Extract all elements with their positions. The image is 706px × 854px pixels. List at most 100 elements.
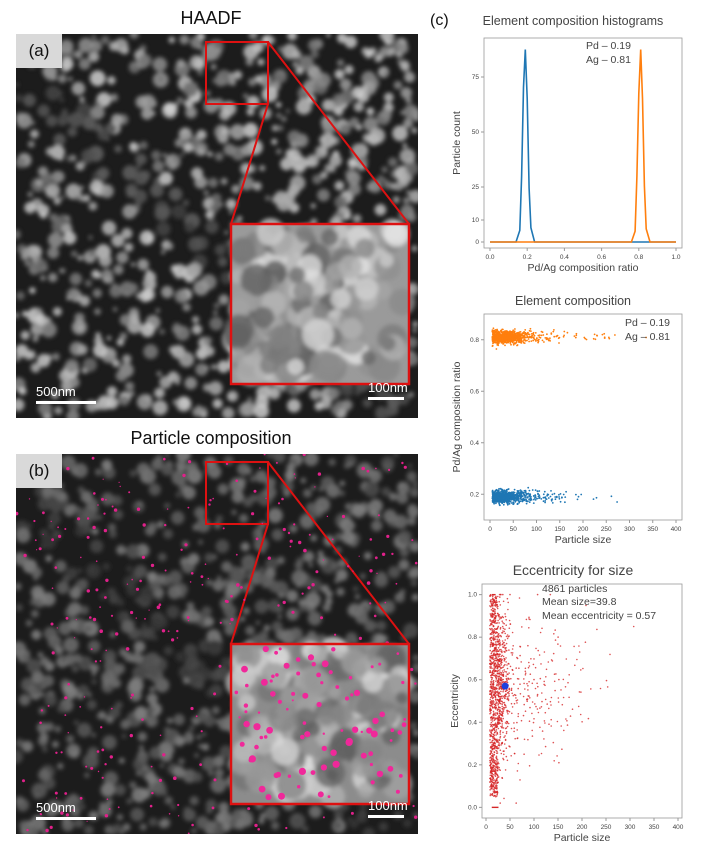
- texture-blob: [79, 185, 85, 190]
- annotation-ag: Ag – 0.81: [625, 331, 670, 343]
- texture-blob: [303, 454, 319, 467]
- texture-blob: [409, 189, 418, 203]
- composition-point-0: [522, 332, 525, 334]
- particle-dot: [414, 561, 418, 565]
- texture-blob: [51, 488, 62, 499]
- texture-blob: [183, 806, 192, 815]
- particle-dot: [230, 594, 233, 598]
- inset-particle-dot: [291, 691, 296, 696]
- composition-point-1: [503, 501, 506, 504]
- texture-blob: [157, 520, 165, 529]
- texture-blob: [381, 600, 395, 614]
- texture-blob: [66, 743, 81, 758]
- texture-blob: [98, 515, 102, 520]
- texture-blob: [45, 147, 55, 156]
- texture-blob: [349, 117, 360, 128]
- texture-blob: [158, 76, 164, 82]
- particle-dot: [49, 825, 53, 829]
- texture-blob: [16, 641, 27, 657]
- composition-point-1: [521, 495, 524, 498]
- texture-blob: [206, 579, 213, 586]
- eccentricity-point: [526, 682, 528, 685]
- particle-dot: [64, 792, 68, 795]
- inset-particle-dot: [317, 791, 324, 798]
- inset-blob: [295, 225, 314, 244]
- texture-blob: [368, 469, 382, 483]
- particle-dot: [410, 667, 414, 672]
- x-tick-label: 400: [673, 824, 684, 831]
- composition-point-1: [520, 496, 523, 499]
- particle-dot: [177, 815, 180, 817]
- x-tick-label: 400: [671, 526, 682, 533]
- composition-point-0: [528, 340, 530, 343]
- texture-blob: [182, 199, 190, 206]
- eccentricity-point: [502, 710, 505, 712]
- texture-blob: [90, 663, 99, 673]
- texture-blob: [82, 117, 96, 130]
- particle-dot: [191, 823, 194, 827]
- texture-blob: [133, 189, 148, 204]
- texture-blob: [223, 455, 234, 466]
- texture-blob: [159, 328, 165, 335]
- particle-dot: [211, 806, 215, 810]
- composition-point-1: [526, 496, 529, 498]
- particle-dot: [369, 569, 373, 573]
- composition-point-1: [493, 495, 496, 497]
- texture-blob: [56, 581, 70, 595]
- inset-particle-dot: [376, 770, 384, 778]
- texture-blob: [196, 734, 202, 740]
- inset-particle-dot: [254, 744, 259, 750]
- texture-blob: [375, 406, 388, 418]
- texture-blob: [274, 190, 288, 205]
- texture-blob: [84, 279, 93, 287]
- texture-blob: [254, 599, 269, 614]
- texture-blob: [178, 127, 193, 142]
- texture-blob: [217, 575, 222, 580]
- texture-blob: [191, 717, 197, 724]
- particle-dot: [201, 583, 204, 586]
- composition-point-0: [493, 331, 496, 334]
- particle-dot: [255, 537, 259, 541]
- composition-point-0: [496, 328, 498, 331]
- eccentricity-point: [508, 663, 510, 665]
- composition-point-1: [510, 502, 513, 504]
- texture-blob: [241, 557, 257, 572]
- texture-blob: [348, 182, 361, 196]
- composition-point-1: [592, 498, 595, 500]
- composition-point-0: [499, 335, 502, 338]
- composition-point-0: [603, 332, 606, 335]
- inset-particle-dot: [263, 735, 268, 739]
- particle-dot: [177, 803, 180, 807]
- texture-blob: [383, 509, 397, 523]
- texture-blob: [101, 268, 113, 280]
- composition-point-0: [614, 334, 616, 336]
- texture-blob: [114, 663, 126, 675]
- texture-blob: [360, 85, 369, 93]
- eccentricity-point: [490, 696, 492, 699]
- texture-blob: [66, 734, 75, 744]
- inset-blob: [331, 703, 353, 726]
- texture-blob: [265, 454, 275, 459]
- eccentricity-point: [513, 727, 516, 729]
- texture-blob: [31, 609, 39, 618]
- particle-dot: [207, 577, 209, 580]
- composition-point-0: [524, 331, 527, 334]
- texture-blob: [267, 36, 276, 44]
- texture-blob: [106, 336, 112, 341]
- particle-dot: [16, 511, 19, 516]
- particle-dot: [212, 497, 214, 500]
- texture-blob: [108, 530, 117, 539]
- inset-blob: [340, 317, 363, 340]
- eccentricity-point: [534, 703, 536, 705]
- particle-dot: [222, 527, 225, 530]
- particle-dot: [28, 498, 31, 500]
- texture-blob: [207, 151, 213, 157]
- texture-blob: [51, 219, 65, 234]
- inset-blob: [354, 238, 375, 259]
- texture-blob: [33, 258, 48, 273]
- particle-dot: [293, 473, 296, 475]
- particle-dot: [350, 811, 354, 815]
- texture-blob: [363, 116, 378, 132]
- particle-dot: [45, 828, 49, 833]
- particle-dot: [257, 828, 260, 831]
